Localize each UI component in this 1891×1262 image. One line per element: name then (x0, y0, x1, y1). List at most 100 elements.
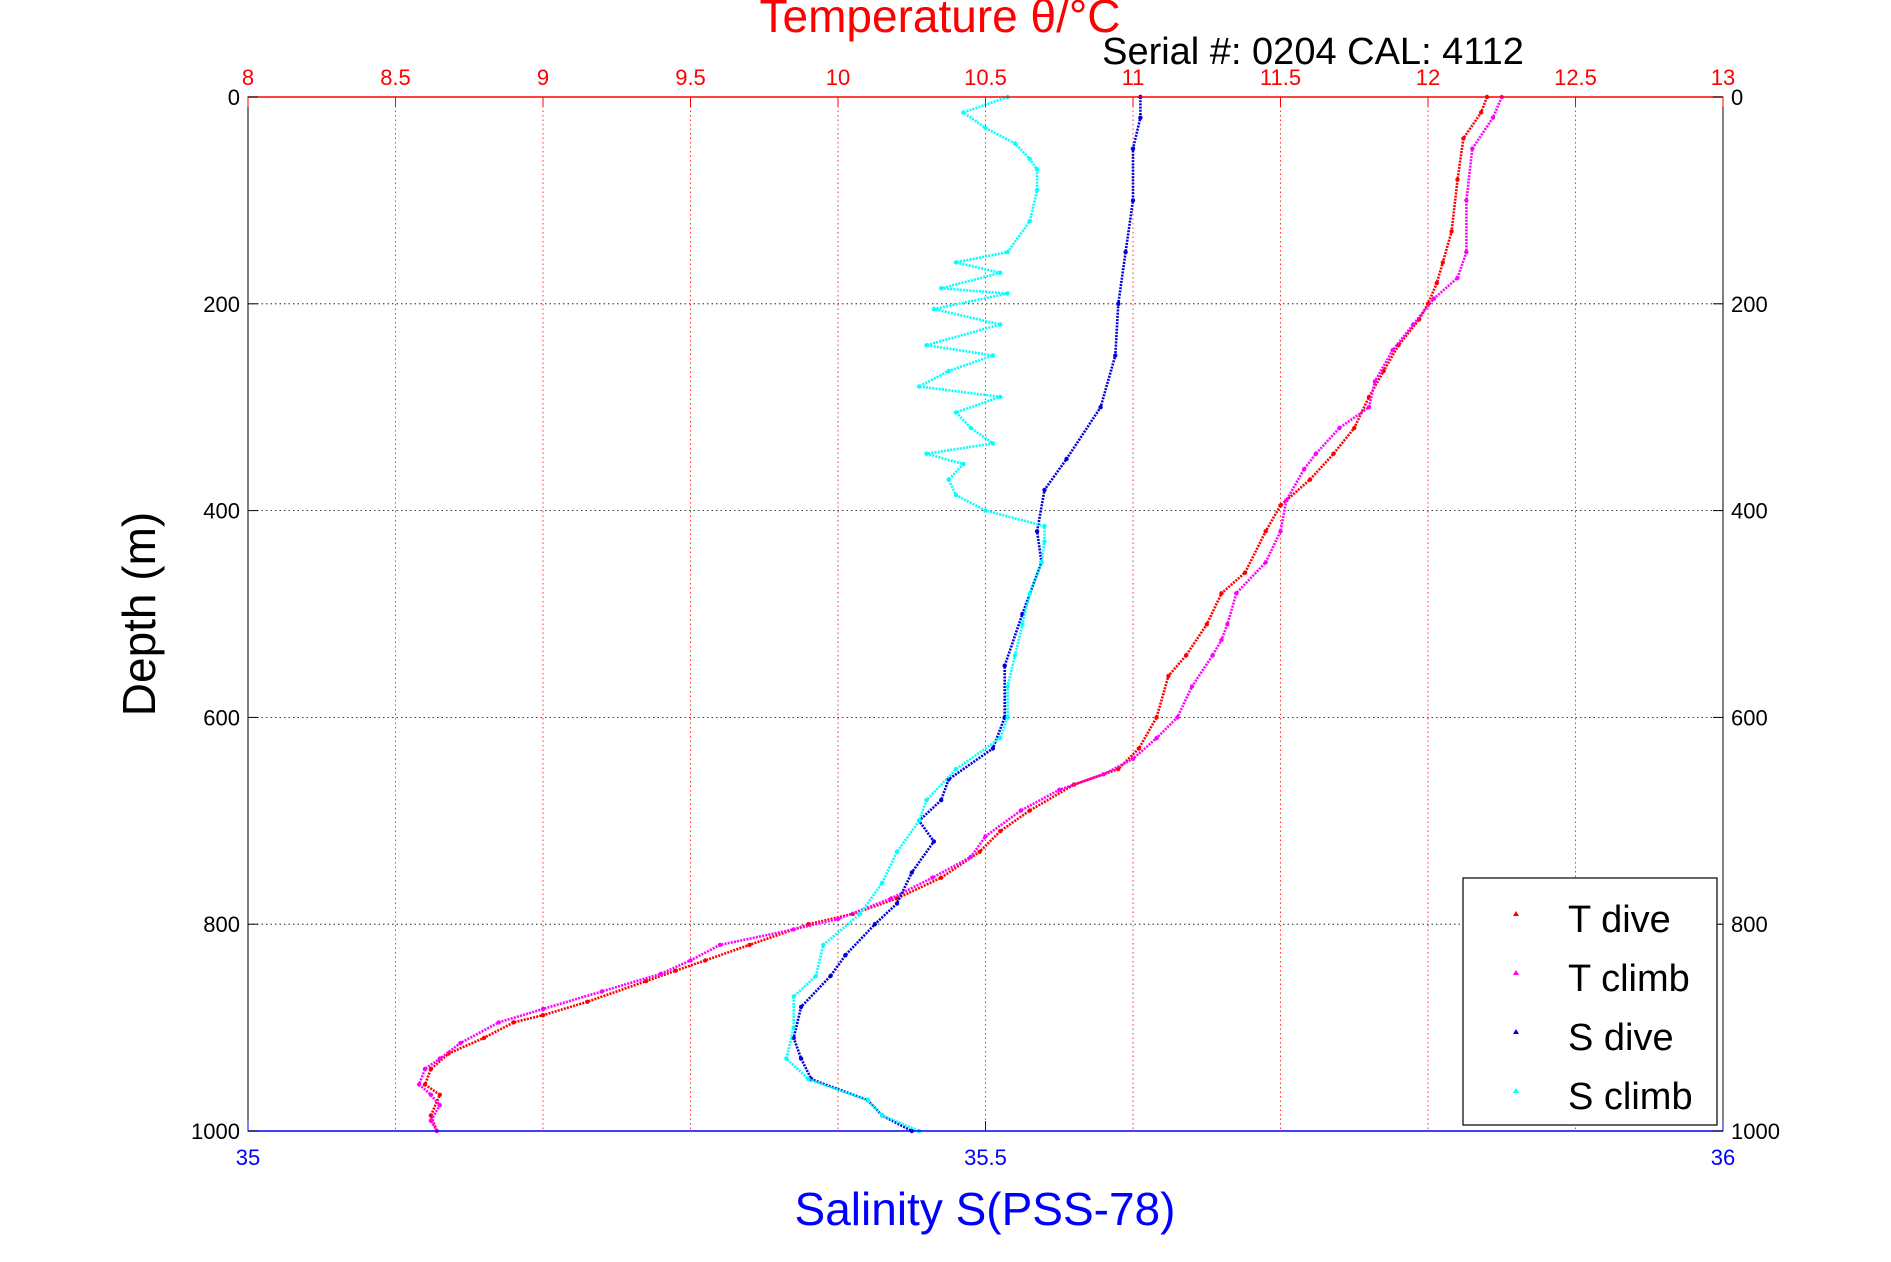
data-point (1219, 637, 1224, 643)
data-point (1434, 280, 1440, 286)
data-point (961, 461, 966, 467)
data-point (1455, 177, 1460, 182)
data-point (1183, 653, 1189, 658)
data-point (688, 958, 693, 963)
data-point (1301, 467, 1307, 472)
data-point (806, 1077, 811, 1082)
data-point (437, 1103, 442, 1108)
legend: T dive T climb S dive S climb (1462, 877, 1718, 1126)
data-point (880, 1113, 885, 1118)
data-point (1352, 425, 1357, 431)
y-tick-label-right: 600 (1731, 705, 1768, 730)
data-point (880, 880, 885, 885)
temperature-tick-label: 10 (826, 65, 850, 90)
data-point (1130, 198, 1136, 203)
data-point (422, 1082, 428, 1087)
data-point (998, 394, 1003, 400)
data-point (1455, 275, 1460, 281)
temperature-tick-label: 8 (242, 65, 254, 90)
data-point (998, 735, 1003, 741)
y-axis-label: Depth (m) (113, 512, 165, 716)
data-point (1372, 379, 1378, 384)
data-point (1449, 229, 1454, 234)
x-axis-label: Salinity S(PSS-78) (795, 1183, 1176, 1235)
data-point (990, 746, 996, 751)
data-point (1307, 477, 1313, 482)
data-point (791, 1025, 796, 1030)
y-tick-label-left: 400 (203, 499, 240, 524)
data-point (894, 849, 900, 854)
data-point (1005, 249, 1010, 255)
data-point (1020, 622, 1025, 627)
data-point (888, 896, 894, 901)
data-point (1461, 136, 1466, 141)
data-point (953, 766, 959, 772)
data-point (798, 1056, 804, 1061)
legend-entry-label: T climb (1568, 958, 1690, 1000)
data-point (843, 953, 848, 958)
data-point (717, 942, 723, 948)
data-point (931, 306, 937, 312)
data-point (998, 270, 1003, 275)
data-point (968, 854, 973, 860)
data-point (1057, 787, 1062, 792)
data-point (1034, 529, 1040, 534)
data-point (916, 384, 922, 389)
legend-entry-label: S dive (1568, 1017, 1674, 1059)
data-point (1027, 591, 1033, 596)
data-point (916, 818, 922, 823)
data-point (931, 839, 937, 844)
data-point (1034, 167, 1040, 172)
data-point (1154, 715, 1159, 720)
data-point (1431, 296, 1437, 301)
data-point (599, 989, 605, 994)
data-point (946, 368, 951, 374)
data-point (1440, 260, 1446, 265)
data-point (857, 911, 863, 917)
series-t-dive (422, 94, 1490, 1134)
data-point (1284, 498, 1289, 503)
data-point (1210, 653, 1215, 658)
y-tick-label-right: 200 (1731, 292, 1768, 317)
data-point (953, 410, 959, 415)
data-point (835, 916, 841, 922)
data-point (1012, 141, 1018, 146)
data-point (1005, 684, 1010, 689)
data-point (1005, 715, 1010, 720)
temperature-tick-label: 13 (1711, 65, 1735, 90)
data-point (1042, 539, 1047, 544)
data-point (798, 1004, 804, 1010)
data-point (1225, 622, 1230, 627)
legend-entry-label: S climb (1568, 1076, 1693, 1118)
data-point (924, 797, 929, 803)
data-point (1005, 291, 1010, 296)
data-point (437, 1092, 442, 1098)
data-point (496, 1020, 501, 1025)
data-point (894, 901, 900, 906)
data-point (939, 797, 944, 803)
data-point (1034, 187, 1040, 193)
data-point (1331, 451, 1336, 456)
data-point (1366, 405, 1372, 410)
data-point (1012, 653, 1018, 658)
legend-marker (1513, 911, 1519, 916)
legend-marker (1513, 970, 1519, 975)
data-point (1116, 766, 1121, 772)
y-tick-label-left: 800 (203, 912, 240, 937)
series-trace (423, 96, 1489, 1132)
data-point (968, 425, 973, 431)
data-point (909, 870, 914, 875)
y-tick-label-right: 400 (1731, 499, 1768, 524)
salinity-tick-label: 35.5 (964, 1145, 1007, 1170)
data-point (437, 1056, 442, 1061)
data-point (428, 1118, 434, 1123)
data-point (983, 125, 988, 131)
y-tick-label-left: 600 (203, 705, 240, 730)
legend-box (1462, 877, 1718, 1126)
data-point (998, 322, 1003, 327)
data-point (1366, 394, 1372, 400)
data-point (784, 1056, 789, 1061)
data-point (747, 942, 752, 948)
data-point (1136, 746, 1142, 751)
temperature-tick-label: 9 (537, 65, 549, 90)
